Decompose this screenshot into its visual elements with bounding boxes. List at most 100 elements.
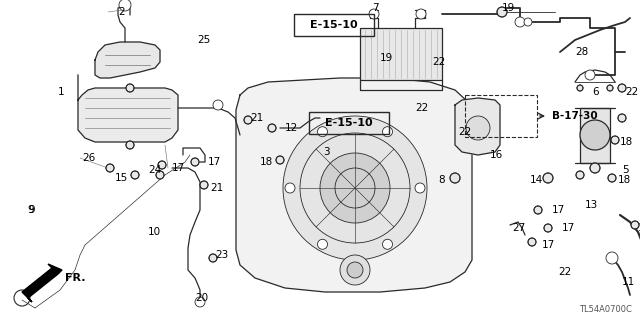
Circle shape: [580, 120, 610, 150]
Circle shape: [534, 206, 542, 214]
Text: 21: 21: [210, 183, 223, 193]
Circle shape: [577, 85, 583, 91]
Polygon shape: [22, 264, 62, 302]
Circle shape: [200, 181, 208, 189]
Text: 22: 22: [458, 127, 471, 137]
Circle shape: [631, 221, 639, 229]
Text: 17: 17: [542, 240, 556, 250]
Circle shape: [576, 171, 584, 179]
Circle shape: [213, 100, 223, 110]
Text: 23: 23: [215, 250, 228, 260]
Text: 18: 18: [260, 157, 273, 167]
Circle shape: [608, 174, 616, 182]
Circle shape: [611, 136, 619, 144]
Text: 9: 9: [27, 205, 34, 215]
Circle shape: [515, 17, 525, 27]
Polygon shape: [236, 78, 472, 292]
Circle shape: [466, 116, 490, 140]
Circle shape: [244, 116, 252, 124]
Text: 8: 8: [438, 175, 445, 185]
Text: E-15-10: E-15-10: [310, 20, 358, 30]
Text: 6: 6: [592, 87, 598, 97]
Text: 5: 5: [622, 165, 628, 175]
Circle shape: [416, 9, 426, 19]
Text: 11: 11: [622, 277, 636, 287]
Text: B-17-30: B-17-30: [552, 111, 598, 121]
Bar: [580, 108, 610, 163]
Circle shape: [195, 297, 205, 307]
Polygon shape: [95, 42, 160, 78]
Text: 16: 16: [490, 150, 503, 160]
Circle shape: [317, 127, 328, 137]
Text: 27: 27: [512, 223, 525, 233]
Text: 7: 7: [372, 3, 379, 13]
Text: 18: 18: [638, 223, 640, 233]
Circle shape: [126, 141, 134, 149]
Text: 20: 20: [195, 293, 208, 303]
Text: TL54A0700C: TL54A0700C: [579, 305, 632, 314]
Text: 15: 15: [115, 173, 128, 183]
Text: 18: 18: [620, 137, 633, 147]
Text: 17: 17: [552, 205, 565, 215]
Circle shape: [528, 238, 536, 246]
Circle shape: [283, 116, 427, 260]
Text: 17: 17: [562, 223, 575, 233]
Text: 9: 9: [28, 205, 35, 215]
Circle shape: [320, 153, 390, 223]
Circle shape: [106, 164, 114, 172]
Text: E-15-10: E-15-10: [325, 118, 373, 128]
Text: 18: 18: [618, 175, 631, 185]
Circle shape: [191, 158, 199, 166]
Circle shape: [543, 173, 553, 183]
Text: 13: 13: [585, 200, 598, 210]
Circle shape: [450, 173, 460, 183]
Circle shape: [415, 183, 425, 193]
Circle shape: [524, 18, 532, 26]
Circle shape: [606, 252, 618, 264]
Circle shape: [131, 171, 139, 179]
Text: FR.: FR.: [65, 273, 86, 283]
Circle shape: [497, 7, 507, 17]
Text: 19: 19: [380, 53, 393, 63]
Text: 26: 26: [82, 153, 95, 163]
Text: 25: 25: [197, 35, 211, 45]
Text: 28: 28: [575, 47, 588, 57]
Circle shape: [618, 84, 626, 92]
Circle shape: [590, 163, 600, 173]
Circle shape: [268, 124, 276, 132]
Circle shape: [383, 127, 392, 137]
Text: 1: 1: [58, 87, 65, 97]
Text: 2: 2: [118, 7, 125, 17]
Circle shape: [119, 0, 131, 11]
Text: 22: 22: [415, 103, 428, 113]
Text: 10: 10: [148, 227, 161, 237]
Circle shape: [383, 239, 392, 249]
Text: 22: 22: [558, 267, 572, 277]
Polygon shape: [455, 98, 500, 155]
Circle shape: [158, 161, 166, 169]
Text: 22: 22: [625, 87, 638, 97]
Text: 19: 19: [502, 3, 515, 13]
Circle shape: [276, 156, 284, 164]
Circle shape: [209, 254, 217, 262]
Text: 12: 12: [285, 123, 298, 133]
Text: 14: 14: [530, 175, 543, 185]
Text: 21: 21: [250, 113, 263, 123]
Circle shape: [585, 70, 595, 80]
Text: 22: 22: [432, 57, 445, 67]
Text: 24: 24: [148, 165, 161, 175]
Circle shape: [285, 183, 295, 193]
Circle shape: [618, 114, 626, 122]
Circle shape: [347, 262, 363, 278]
Text: 3: 3: [323, 147, 330, 157]
Bar: [360, 28, 442, 80]
Circle shape: [607, 85, 613, 91]
Text: 17: 17: [208, 157, 221, 167]
Bar: [465, 95, 537, 137]
Circle shape: [156, 171, 164, 179]
Circle shape: [317, 239, 328, 249]
Circle shape: [126, 84, 134, 92]
Circle shape: [544, 224, 552, 232]
Circle shape: [340, 255, 370, 285]
Text: 17: 17: [172, 163, 185, 173]
